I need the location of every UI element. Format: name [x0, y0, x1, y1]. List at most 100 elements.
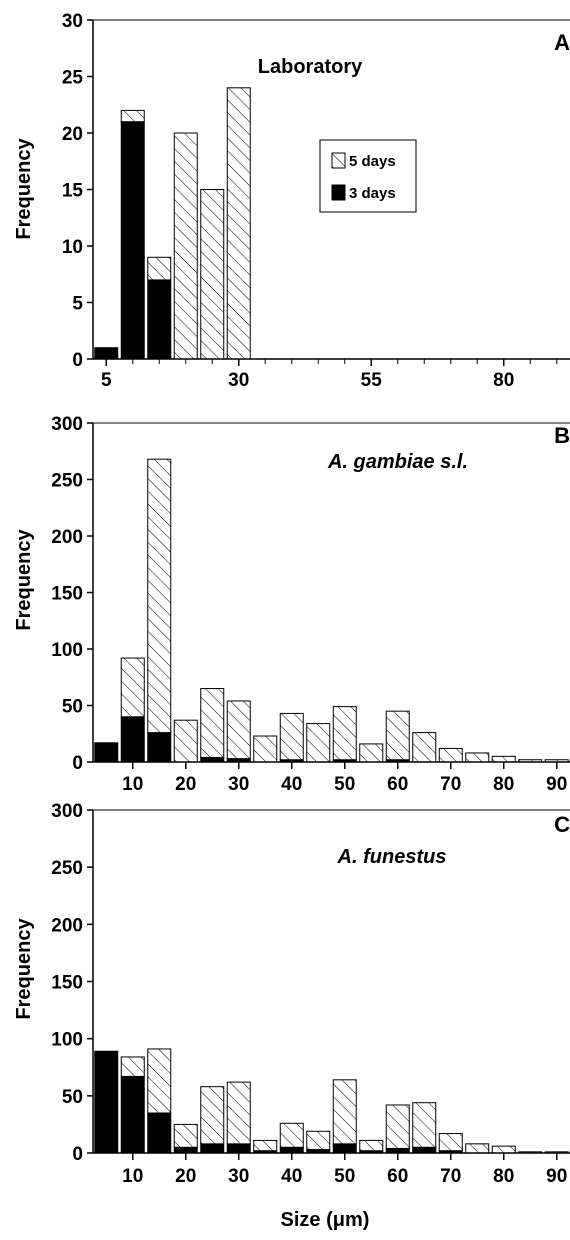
y-tick-label: 15 [62, 181, 84, 202]
legend-label-3-days: 3 days [349, 185, 396, 202]
bar-5-days [147, 1048, 172, 1114]
bar-3-days [332, 1143, 357, 1154]
y-tick-label: 150 [51, 584, 83, 605]
panel-c-bars [94, 1048, 569, 1154]
bar-3-days [279, 1146, 304, 1154]
bar-3-days [173, 1146, 198, 1154]
x-tick-label: 80 [493, 1166, 514, 1187]
x-tick-label: 60 [387, 774, 408, 795]
bar-5-days [332, 706, 357, 761]
bar-5-days [306, 1130, 331, 1151]
bar-5-days [491, 1145, 516, 1154]
x-tick-label: 20 [175, 1166, 196, 1187]
panel-b: 0 50 100 150 200 250 300 10 20 30 40 50 60 70 80 90 Fr… [13, 414, 570, 795]
x-tick-label: 80 [493, 370, 514, 391]
x-tick-label: 70 [440, 774, 461, 795]
x-tick-label: 5 [101, 370, 112, 391]
bar-3-days [200, 1143, 225, 1154]
panel-b-y-axis-label: Frequency [13, 529, 35, 631]
panel-a-x-axis-ticks: 5 30 55 80 [101, 359, 558, 391]
bar-5-days [412, 732, 437, 763]
bar-5-days [438, 747, 463, 763]
x-tick-label: 30 [228, 774, 249, 795]
y-tick-label: 200 [51, 915, 83, 936]
y-tick-label: 50 [62, 1087, 83, 1108]
x-tick-label: 90 [546, 1166, 567, 1187]
x-axis-label: Size (μm) [281, 1209, 370, 1231]
y-tick-label: 0 [72, 350, 83, 371]
y-tick-label: 50 [62, 697, 83, 718]
legend-swatch-3-days [331, 184, 346, 201]
bar-5-days [306, 723, 331, 763]
y-tick-label: 100 [51, 640, 83, 661]
y-tick-label: 25 [62, 68, 84, 89]
panel-a-bars [94, 87, 251, 360]
bar-5-days [226, 700, 251, 760]
bar-3-days [120, 716, 145, 763]
bar-5-days [120, 109, 145, 123]
panel-c: 0 50 100 150 200 250 300 10 20 30 40 50 60 70 80 90 Fr… [13, 801, 570, 1231]
panel-b-x-axis-ticks: 10 20 30 40 50 60 70 80 90 [122, 762, 567, 795]
legend-box [319, 139, 417, 213]
bar-3-days [120, 1075, 145, 1154]
bar-5-days [465, 1143, 490, 1154]
panel-c-title: A. funestus [337, 846, 447, 868]
bar-3-days [226, 1143, 251, 1154]
panel-b-y-axis-ticks: 0 50 100 150 200 250 300 [51, 414, 93, 774]
legend-swatch-5-days [331, 152, 346, 169]
panel-b-bars [94, 458, 569, 763]
bar-5-days [359, 1139, 384, 1152]
x-tick-label: 40 [281, 1166, 302, 1187]
y-tick-label: 0 [72, 1144, 83, 1165]
y-tick-label: 150 [51, 973, 83, 994]
bar-5-days [200, 189, 225, 360]
bar-5-days [147, 458, 172, 734]
panel-a-letter: A [554, 30, 570, 55]
y-tick-label: 10 [62, 237, 83, 258]
bar-5-days [385, 1104, 410, 1149]
bar-3-days [147, 1112, 172, 1154]
y-tick-label: 5 [72, 294, 83, 315]
bar-5-days [332, 1079, 357, 1145]
panel-c-letter: C [554, 812, 570, 837]
bar-3-days [147, 732, 172, 763]
bar-5-days [120, 1056, 145, 1077]
x-tick-label: 70 [440, 1166, 461, 1187]
x-tick-label: 55 [361, 370, 383, 391]
x-tick-label: 60 [387, 1166, 408, 1187]
legend: 5 days 3 days [319, 139, 417, 213]
x-tick-label: 90 [546, 774, 567, 795]
x-tick-label: 50 [334, 774, 355, 795]
y-tick-label: 20 [62, 124, 83, 145]
x-tick-label: 20 [175, 774, 196, 795]
panel-c-y-axis-ticks: 0 50 100 150 200 250 300 [51, 801, 93, 1165]
bar-3-days [120, 121, 145, 360]
bar-3-days [147, 279, 172, 360]
panel-a-title: Laboratory [258, 56, 363, 78]
y-tick-label: 0 [72, 753, 83, 774]
x-tick-label: 40 [281, 774, 302, 795]
bar-5-days [226, 87, 251, 360]
x-tick-label: 80 [493, 774, 514, 795]
bar-5-days [200, 1086, 225, 1145]
panel-a-y-axis-label: Frequency [13, 138, 35, 240]
bar-5-days [253, 735, 278, 763]
y-tick-label: 300 [51, 801, 83, 822]
panel-c-y-axis-label: Frequency [13, 918, 35, 1020]
y-tick-label: 300 [51, 414, 83, 435]
bar-5-days [173, 1123, 198, 1148]
x-tick-label: 30 [228, 370, 249, 391]
panel-b-title: A. gambiae s.l. [327, 451, 468, 473]
y-tick-label: 30 [62, 11, 83, 32]
x-tick-label: 10 [122, 1166, 143, 1187]
bar-5-days [200, 688, 225, 758]
x-tick-label: 10 [122, 774, 143, 795]
bar-5-days [120, 657, 145, 718]
bar-5-days [438, 1133, 463, 1152]
bar-5-days [253, 1139, 278, 1152]
bar-5-days [465, 752, 490, 763]
bar-5-days [412, 1102, 437, 1148]
bar-5-days [279, 1122, 304, 1148]
